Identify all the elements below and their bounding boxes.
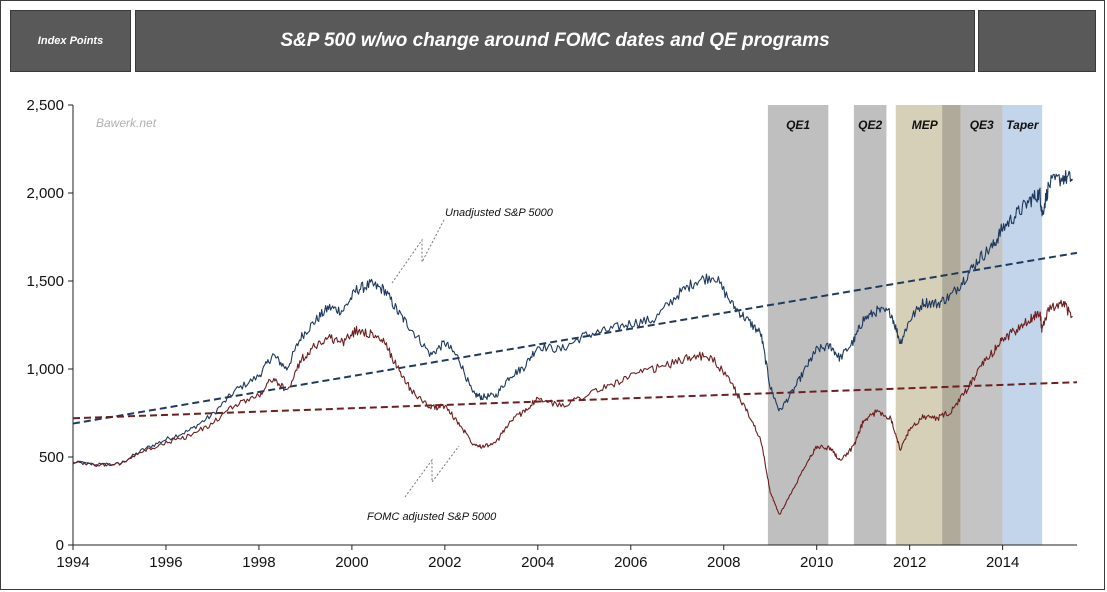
trendline-fomc-adjusted — [72, 381, 1078, 420]
annotation-unadjusted: Unadjusted S&P 5000 — [445, 207, 554, 219]
pointer-unadjusted — [391, 219, 445, 284]
y-tick-label: 0 — [56, 537, 64, 554]
band-label-qe2: QE2 — [858, 118, 882, 132]
series-line-unadjusted — [72, 169, 1073, 467]
header-right-panel — [978, 10, 1096, 72]
band-overlap — [942, 105, 961, 545]
chart-title: S&P 500 w/wo change around FOMC dates an… — [135, 10, 975, 72]
x-tick-label: 2014 — [986, 554, 1019, 571]
x-tick-label: 2008 — [707, 554, 740, 571]
x-tick-label: 1996 — [149, 554, 182, 571]
axes: 0 500 1,000 1,500 2,000 2,500 1994 1996 1998 2000… — [26, 97, 1077, 571]
qe-bands: QE1 QE2 MEP QE3 Taper — [767, 105, 1043, 545]
band-qe3 — [960, 105, 1003, 545]
pointer-fomc-adjusted — [404, 445, 460, 498]
x-tick-label: 1998 — [242, 554, 275, 571]
annotation-fomc-adjusted: FOMC adjusted S&P 5000 — [367, 511, 497, 523]
band-label-qe3: QE3 — [970, 118, 994, 132]
trendlines — [72, 251, 1078, 425]
y-tick-label: 2,000 — [26, 185, 64, 202]
y-tick-label: 1,000 — [26, 361, 64, 378]
annotations: Bawerk.net Unadjusted S&P 5000 FOMC adju… — [96, 116, 554, 523]
x-tick-label: 2010 — [800, 554, 833, 571]
watermark: Bawerk.net — [96, 116, 157, 130]
y-tick-label: 1,500 — [26, 273, 64, 290]
series-line-fomc-adjusted — [72, 299, 1073, 515]
band-label-mep: MEP — [912, 118, 939, 132]
x-tick-label: 2004 — [521, 554, 554, 571]
x-tick-label: 1994 — [56, 554, 89, 571]
x-tick-label: 2000 — [335, 554, 368, 571]
series-lines — [72, 169, 1073, 515]
band-label-taper: Taper — [1006, 118, 1040, 132]
x-tick-label: 2006 — [614, 554, 647, 571]
y-tick-label: 2,500 — [26, 97, 64, 114]
band-qe1 — [767, 105, 829, 545]
trendline-unadjusted — [72, 251, 1078, 425]
band-label-qe1: QE1 — [786, 118, 810, 132]
x-tick-label: 2012 — [893, 554, 926, 571]
y-tick-label: 500 — [39, 449, 64, 466]
x-tick-label: 2002 — [428, 554, 461, 571]
y-unit-label: Index Points — [10, 10, 131, 72]
